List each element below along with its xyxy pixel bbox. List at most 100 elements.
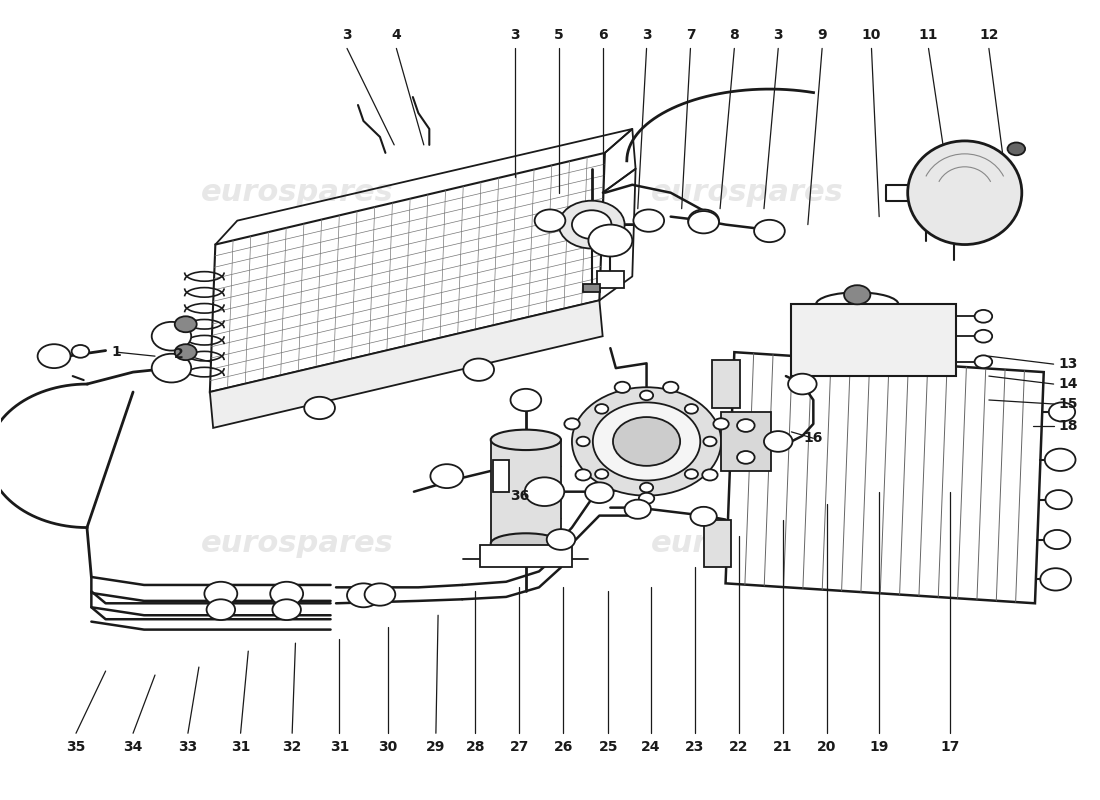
Bar — [597, 271, 624, 288]
Circle shape — [663, 382, 679, 393]
Circle shape — [685, 470, 698, 479]
Text: 28: 28 — [465, 740, 485, 754]
Circle shape — [615, 382, 630, 393]
Text: 31: 31 — [231, 740, 251, 754]
Circle shape — [585, 482, 614, 503]
Circle shape — [764, 431, 792, 452]
Text: 22: 22 — [729, 740, 748, 754]
Circle shape — [364, 583, 395, 606]
Circle shape — [691, 507, 717, 526]
Bar — [491, 440, 561, 543]
Text: eurospares: eurospares — [651, 178, 844, 207]
Circle shape — [572, 387, 722, 496]
Circle shape — [625, 500, 651, 518]
Text: 20: 20 — [817, 740, 836, 754]
Ellipse shape — [908, 141, 1022, 245]
Text: 36: 36 — [509, 489, 529, 502]
Text: eurospares: eurospares — [201, 529, 394, 558]
Text: 24: 24 — [641, 740, 661, 754]
Circle shape — [205, 582, 238, 606]
Circle shape — [346, 583, 380, 607]
Text: 34: 34 — [123, 740, 143, 754]
Text: 27: 27 — [509, 740, 529, 754]
Circle shape — [559, 201, 625, 249]
Text: 16: 16 — [804, 431, 823, 446]
Text: 11: 11 — [918, 28, 938, 42]
Text: 3: 3 — [641, 28, 651, 42]
Text: 13: 13 — [1058, 357, 1078, 371]
Circle shape — [37, 344, 70, 368]
Text: 15: 15 — [1058, 397, 1078, 411]
Text: 35: 35 — [66, 740, 86, 754]
Circle shape — [595, 470, 608, 479]
Circle shape — [271, 582, 304, 606]
Text: 8: 8 — [729, 28, 739, 42]
Polygon shape — [210, 153, 605, 392]
Circle shape — [564, 418, 580, 430]
Circle shape — [844, 285, 870, 304]
Text: 23: 23 — [685, 740, 704, 754]
Circle shape — [305, 397, 334, 419]
Circle shape — [613, 417, 680, 466]
Circle shape — [1008, 142, 1025, 155]
Circle shape — [430, 464, 463, 488]
Circle shape — [737, 419, 755, 432]
Circle shape — [535, 210, 565, 232]
Circle shape — [689, 210, 719, 232]
Bar — [713, 360, 740, 408]
Circle shape — [640, 390, 653, 400]
Circle shape — [547, 529, 575, 550]
Circle shape — [703, 437, 716, 446]
Text: 5: 5 — [554, 28, 563, 42]
Circle shape — [1044, 530, 1070, 549]
Circle shape — [588, 225, 632, 257]
Text: 1: 1 — [112, 345, 121, 359]
Circle shape — [639, 493, 654, 504]
Circle shape — [788, 374, 816, 394]
Text: 14: 14 — [1058, 377, 1078, 391]
Text: 4: 4 — [392, 28, 402, 42]
Circle shape — [510, 389, 541, 411]
Circle shape — [175, 316, 197, 332]
Circle shape — [576, 437, 590, 446]
Circle shape — [152, 322, 191, 350]
Bar — [722, 411, 770, 471]
Circle shape — [572, 210, 612, 239]
Polygon shape — [726, 352, 1044, 603]
Circle shape — [273, 599, 301, 620]
Text: 9: 9 — [817, 28, 827, 42]
Circle shape — [595, 404, 608, 414]
Ellipse shape — [491, 534, 561, 554]
Text: 19: 19 — [869, 740, 889, 754]
Text: 2: 2 — [174, 346, 184, 361]
Text: 31: 31 — [330, 740, 349, 754]
Text: 3: 3 — [773, 28, 783, 42]
Circle shape — [152, 354, 191, 382]
Text: 26: 26 — [553, 740, 573, 754]
Circle shape — [1045, 490, 1071, 510]
Polygon shape — [210, 300, 603, 428]
Bar — [583, 285, 601, 292]
Circle shape — [975, 310, 992, 322]
Ellipse shape — [491, 430, 561, 450]
Text: eurospares: eurospares — [201, 178, 394, 207]
Bar — [791, 304, 956, 376]
Text: 29: 29 — [426, 740, 446, 754]
Bar — [480, 545, 572, 567]
Circle shape — [975, 355, 992, 368]
Text: 3: 3 — [510, 28, 519, 42]
Text: 10: 10 — [861, 28, 881, 42]
Circle shape — [175, 344, 197, 360]
Text: 21: 21 — [773, 740, 792, 754]
Bar — [493, 460, 509, 492]
Text: 17: 17 — [940, 740, 960, 754]
Circle shape — [1041, 568, 1071, 590]
Text: 32: 32 — [283, 740, 301, 754]
Circle shape — [207, 599, 235, 620]
Circle shape — [634, 210, 664, 232]
Circle shape — [737, 451, 755, 464]
Circle shape — [685, 404, 698, 414]
Circle shape — [714, 418, 728, 430]
Circle shape — [525, 478, 564, 506]
Text: 25: 25 — [598, 740, 618, 754]
